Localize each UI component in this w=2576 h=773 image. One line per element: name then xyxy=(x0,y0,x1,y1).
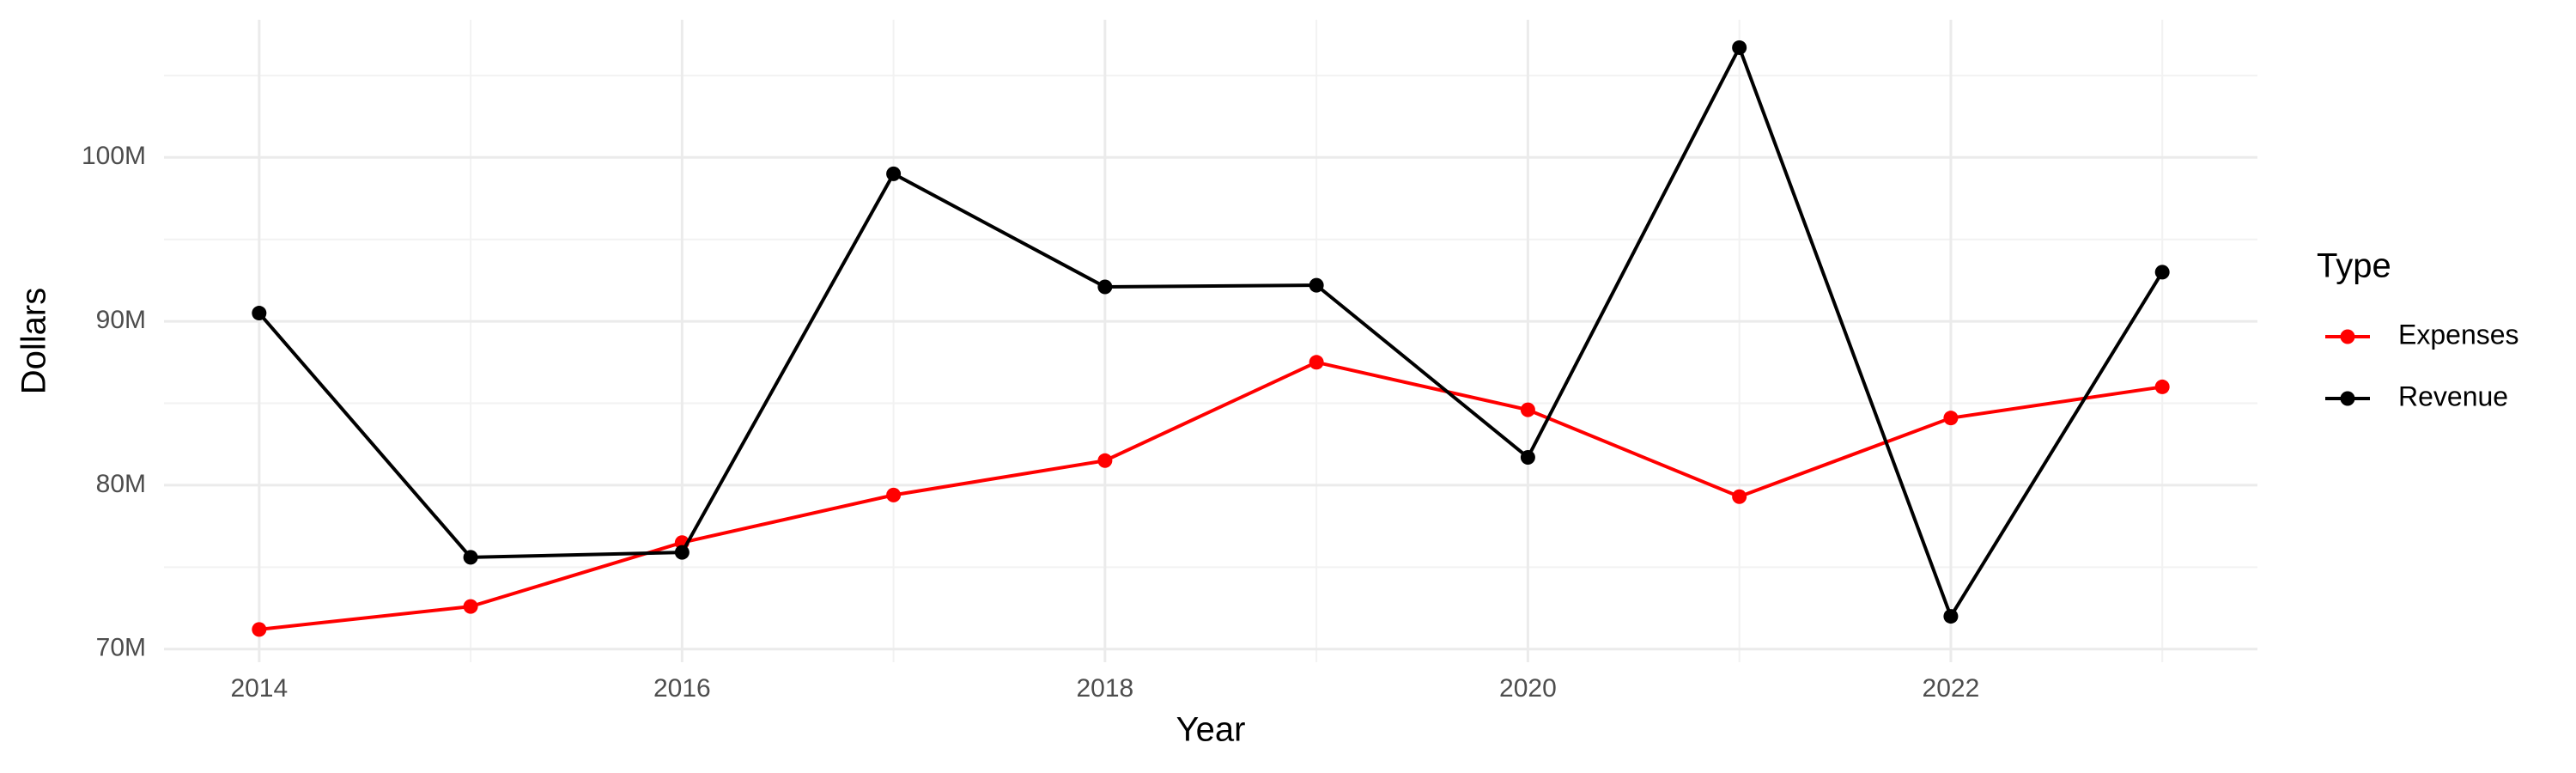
x-tick-label: 2022 xyxy=(1923,674,1980,703)
y-tick-label: 80M xyxy=(96,470,146,498)
data-point xyxy=(1097,279,1113,295)
x-tick-label: 2014 xyxy=(230,674,288,703)
x-tick-label: 2016 xyxy=(653,674,711,703)
legend-title: Type xyxy=(2317,247,2391,285)
data-point xyxy=(1732,40,1747,55)
data-point xyxy=(2154,379,2170,394)
legend-marker xyxy=(2340,391,2355,406)
y-tick-label: 100M xyxy=(82,142,146,170)
y-tick-label: 90M xyxy=(96,306,146,334)
data-point xyxy=(1943,411,1959,426)
data-point xyxy=(1943,609,1959,624)
x-axis-title: Year xyxy=(1176,711,1246,749)
data-point xyxy=(1520,449,1535,465)
legend-label: Expenses xyxy=(2398,319,2519,350)
data-point xyxy=(2154,265,2170,280)
data-point xyxy=(1732,489,1747,504)
data-point xyxy=(886,166,902,181)
data-point xyxy=(674,545,690,560)
y-tick-label: 70M xyxy=(96,634,146,662)
data-point xyxy=(463,599,478,614)
data-point xyxy=(1309,277,1324,293)
data-point xyxy=(252,622,267,637)
series-line xyxy=(258,43,2164,621)
x-tick-label: 2018 xyxy=(1076,674,1133,703)
data-point xyxy=(252,306,267,321)
x-tick-label: 2020 xyxy=(1499,674,1557,703)
y-axis-title: Dollars xyxy=(15,288,53,394)
legend-marker xyxy=(2340,329,2355,344)
series-line xyxy=(258,360,2163,631)
data-point xyxy=(1520,402,1535,417)
data-point xyxy=(1097,453,1113,468)
data-point xyxy=(1309,355,1324,370)
legend-label: Revenue xyxy=(2398,380,2508,411)
data-point xyxy=(886,487,902,502)
data-point xyxy=(463,550,478,565)
